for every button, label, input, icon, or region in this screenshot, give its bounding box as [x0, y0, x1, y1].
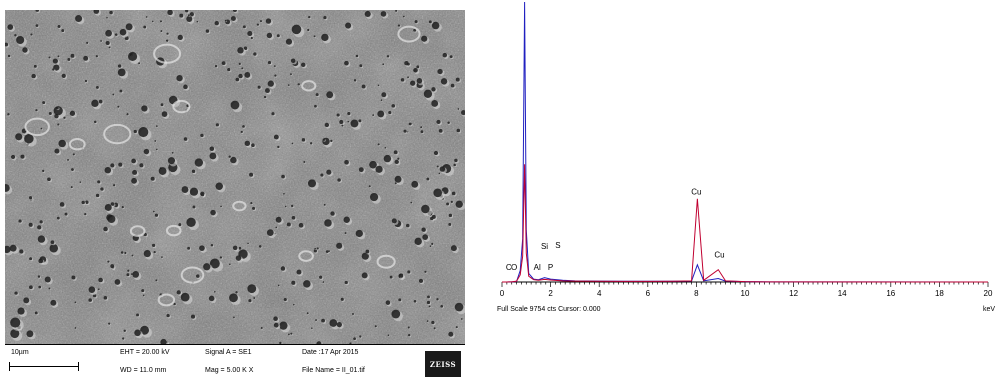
scale-bar-label: 10µm — [11, 349, 29, 356]
peak-label: C — [506, 263, 512, 272]
peak-label: Al — [534, 263, 541, 272]
x-tick-label: 18 — [935, 289, 944, 298]
scale-bar — [9, 362, 79, 371]
peak-label: Cu — [691, 187, 701, 196]
peak-label: Cu — [714, 251, 724, 260]
spectrum-series-1 — [501, 1, 989, 283]
full-scale-readout: Full Scale 9754 cts Cursor: 0.000 — [497, 306, 601, 313]
peak-label: S — [555, 241, 560, 250]
x-tick-label: 20 — [984, 289, 993, 298]
x-tick-label: 16 — [886, 289, 895, 298]
x-tick-label: 2 — [548, 289, 553, 298]
x-tick-label: 4 — [597, 289, 602, 298]
peak-label: Si — [541, 242, 548, 251]
zeiss-logo: ZEISS — [425, 351, 461, 377]
eds-spectrum-panel: 0 2 4 6 8 10 12 14 16 18 20 C O Al Si P S Cu Cu Full Scale… — [480, 0, 998, 384]
sem-data-bar: 10µm EHT = 20.00 kV WD = 11.0 mm Signal … — [5, 344, 465, 384]
wd-value: WD = 11.0 mm — [120, 367, 167, 374]
mag-value: Mag = 5.00 K X — [205, 367, 254, 374]
signal-value: Signal A = SE1 — [205, 349, 252, 356]
x-tick-label: 8 — [694, 289, 699, 298]
x-tick-label: 10 — [741, 289, 750, 298]
x-axis-unit-label: keV — [983, 306, 996, 313]
peak-label: O — [511, 263, 517, 272]
peak-label: P — [548, 263, 553, 272]
sem-micrograph-panel: 10µm EHT = 20.00 kV WD = 11.0 mm Signal … — [5, 10, 465, 384]
x-tick-label: 12 — [789, 289, 798, 298]
eds-spectrum-chart: 0 2 4 6 8 10 12 14 16 18 20 C O Al Si P S Cu Cu — [500, 1, 993, 298]
sem-pores — [5, 10, 465, 344]
spectrum-series-2 — [501, 164, 989, 283]
date-value: Date :17 Apr 2015 — [302, 349, 359, 356]
eht-value: EHT = 20.00 kV — [120, 349, 170, 356]
file-name-value: File Name = II_01.tif — [302, 367, 365, 374]
x-tick-label: 6 — [646, 289, 651, 298]
x-tick-label: 0 — [500, 289, 505, 298]
x-tick-label: 14 — [838, 289, 847, 298]
sem-texture — [5, 10, 465, 344]
sem-micrograph-image — [5, 10, 465, 344]
